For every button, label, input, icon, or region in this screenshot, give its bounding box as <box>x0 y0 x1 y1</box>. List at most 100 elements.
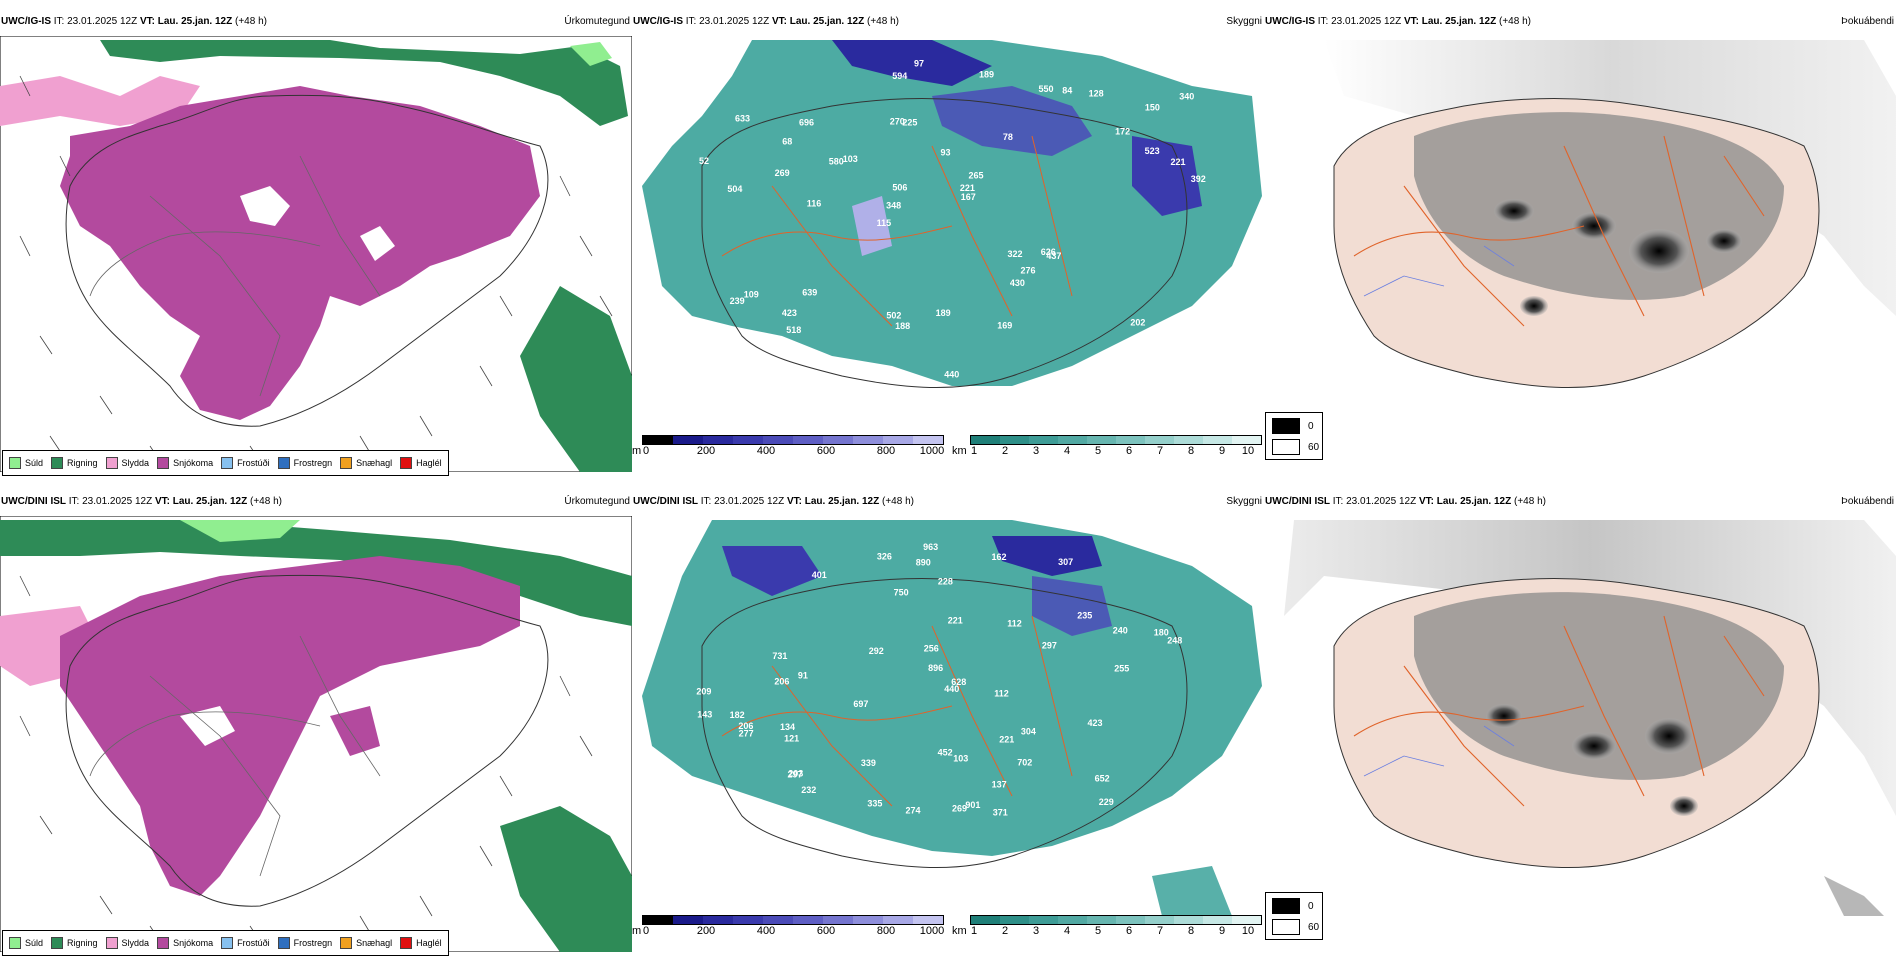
panel-title: Úrkomutegund <box>564 16 630 27</box>
it-label: IT: <box>53 16 65 27</box>
cloud-height-label: 594 <box>892 71 907 81</box>
vt-label: VT: <box>786 496 802 507</box>
precip-panel-bottom: UWC/DINI ISL IT: 23.01.2025 12Z VT: Lau.… <box>0 492 632 956</box>
visibility-colorbar: km 1 2 3 4 5 6 7 8 9 10 <box>942 915 1264 941</box>
visibility-tick: 4 <box>1063 925 1071 937</box>
cloud-height-label: 189 <box>936 308 951 318</box>
model-label: UWC/DINI ISL <box>633 496 698 507</box>
cloud-height-labels: 301 307 401 235 103 91 121 203 240 297 182 963 702 44… <box>696 542 1182 857</box>
visibility-tick: 9 <box>1218 445 1226 457</box>
legend-item-suld: Súld <box>9 457 43 469</box>
legend-item-rigning: Rigning <box>51 457 98 469</box>
cloud-height-label: 206 <box>774 677 789 687</box>
visibility-tick: 7 <box>1156 445 1164 457</box>
altitude-tick: 0 <box>642 445 650 457</box>
cloud-height-label: 750 <box>894 588 909 598</box>
panel-title: Þokuábendi <box>1841 16 1894 27</box>
cloud-height-label: 283 <box>860 836 875 846</box>
fog-indicator-map <box>1264 516 1896 916</box>
cloud-height-label: 628 <box>951 677 966 687</box>
it-value: 23.01.2025 12Z <box>1346 496 1417 507</box>
cloud-height-label: 116 <box>807 198 822 208</box>
fog-legend-value: 0 <box>1308 420 1314 432</box>
cloud-height-label: 255 <box>1114 664 1129 674</box>
cloud-height-label: 105 <box>1137 352 1152 362</box>
cloud-height-label: 225 <box>902 118 917 128</box>
visibility-tick: 6 <box>1125 445 1133 457</box>
cloud-height-label: 137 <box>992 779 1007 789</box>
cloud-height-label: 696 <box>799 118 814 128</box>
cloud-height-label: 103 <box>953 753 968 763</box>
cloud-height-label: 963 <box>923 542 938 552</box>
fog-legend-value: 60 <box>1308 441 1320 453</box>
visibility-tick: 10 <box>1241 445 1255 457</box>
cloud-height-label: 121 <box>784 734 799 744</box>
panel-header: UWC/IG-IS IT: 23.01.2025 12Z VT: Lau. 25… <box>0 12 632 36</box>
cloud-height-label: 240 <box>1113 626 1128 636</box>
cloud-height-label: 423 <box>1088 718 1103 728</box>
lead-time: (+48 h) <box>882 496 914 507</box>
cloud-height-label: 328 <box>895 847 910 857</box>
legend-item-snaehagl: Snæhagl <box>340 937 392 949</box>
cloud-height-label: 339 <box>861 758 876 768</box>
cloud-height-label: 901 <box>965 800 980 810</box>
vt-label: VT: <box>139 16 155 27</box>
altitude-unit: m <box>632 445 642 457</box>
cloud-height-label: 202 <box>1130 317 1145 327</box>
legend-item-snjokoma: Snjókoma <box>157 937 213 949</box>
cloud-height-label: 256 <box>924 644 939 654</box>
cloud-height-label: 277 <box>739 728 754 738</box>
cloud-height-label: 103 <box>843 154 858 164</box>
cloud-height-label: 732 <box>800 348 815 358</box>
visibility-tick: 8 <box>1187 925 1195 937</box>
it-value: 23.01.2025 12Z <box>1331 16 1402 27</box>
cloud-height-label: 228 <box>938 576 953 586</box>
model-label: UWC/IG-IS <box>1 16 51 27</box>
cloud-height-label: 322 <box>1008 249 1023 259</box>
legend-item-rigning: Rigning <box>51 937 98 949</box>
altitude-tick: 1000 <box>919 445 945 457</box>
it-label: IT: <box>700 496 712 507</box>
model-label: UWC/DINI ISL <box>1265 496 1330 507</box>
altitude-tick: 600 <box>816 925 836 937</box>
cloud-height-label: 440 <box>944 370 959 380</box>
cloud-height-label: 423 <box>782 308 797 318</box>
cloud-height-label: 430 <box>1010 278 1025 288</box>
it-label: IT: <box>1317 16 1329 27</box>
cloud-height-label: 91 <box>798 671 808 681</box>
cloud-height-label: 143 <box>697 709 712 719</box>
cloud-height-label: 265 <box>969 171 984 181</box>
lead-time: (+48 h) <box>1499 16 1531 27</box>
cloud-height-label: 221 <box>948 616 963 626</box>
cloud-height-label: 84 <box>1062 86 1072 96</box>
fog-panel-bottom: UWC/DINI ISL IT: 23.01.2025 12Z VT: Lau.… <box>1264 492 1896 952</box>
cloud-height-label: 274 <box>906 805 921 815</box>
vt-value: Lau. 25.jan. 12Z <box>157 16 233 27</box>
visibility-tick: 5 <box>1094 445 1102 457</box>
altitude-tick: 400 <box>756 445 776 457</box>
cloud-height-label: 392 <box>1191 174 1206 184</box>
cloud-height-label: 221 <box>1171 157 1186 167</box>
panel-title: Skyggni <box>1226 16 1262 27</box>
cloud-height-label: 180 <box>1154 628 1169 638</box>
cloud-height-label: 188 <box>895 321 910 331</box>
legend-item-suld: Súld <box>9 937 43 949</box>
cloud-height-label: 371 <box>993 808 1008 818</box>
vt-label: VT: <box>1403 16 1419 27</box>
cloud-height-label: 128 <box>1089 89 1104 99</box>
cloud-height-label: 232 <box>801 785 816 795</box>
vt-value: Lau. 25.jan. 12Z <box>1436 496 1512 507</box>
cloud-height-label: 523 <box>1145 146 1160 156</box>
cloud-height-label: 348 <box>886 201 901 211</box>
precip-map <box>0 36 632 472</box>
legend-item-frostregn: Frostregn <box>277 457 332 469</box>
cloud-height-label: 702 <box>1017 757 1032 767</box>
vt-value: Lau. 25.jan. 12Z <box>172 496 248 507</box>
cloud-height-label: 399 <box>749 362 764 372</box>
lead-time: (+48 h) <box>867 16 899 27</box>
cloud-height-label: 297 <box>788 769 803 779</box>
visibility-tick: 8 <box>1187 445 1195 457</box>
cloud-height-label: 269 <box>952 804 967 814</box>
it-value: 23.01.2025 12Z <box>699 16 770 27</box>
cloud-height-label: 518 <box>786 325 801 335</box>
